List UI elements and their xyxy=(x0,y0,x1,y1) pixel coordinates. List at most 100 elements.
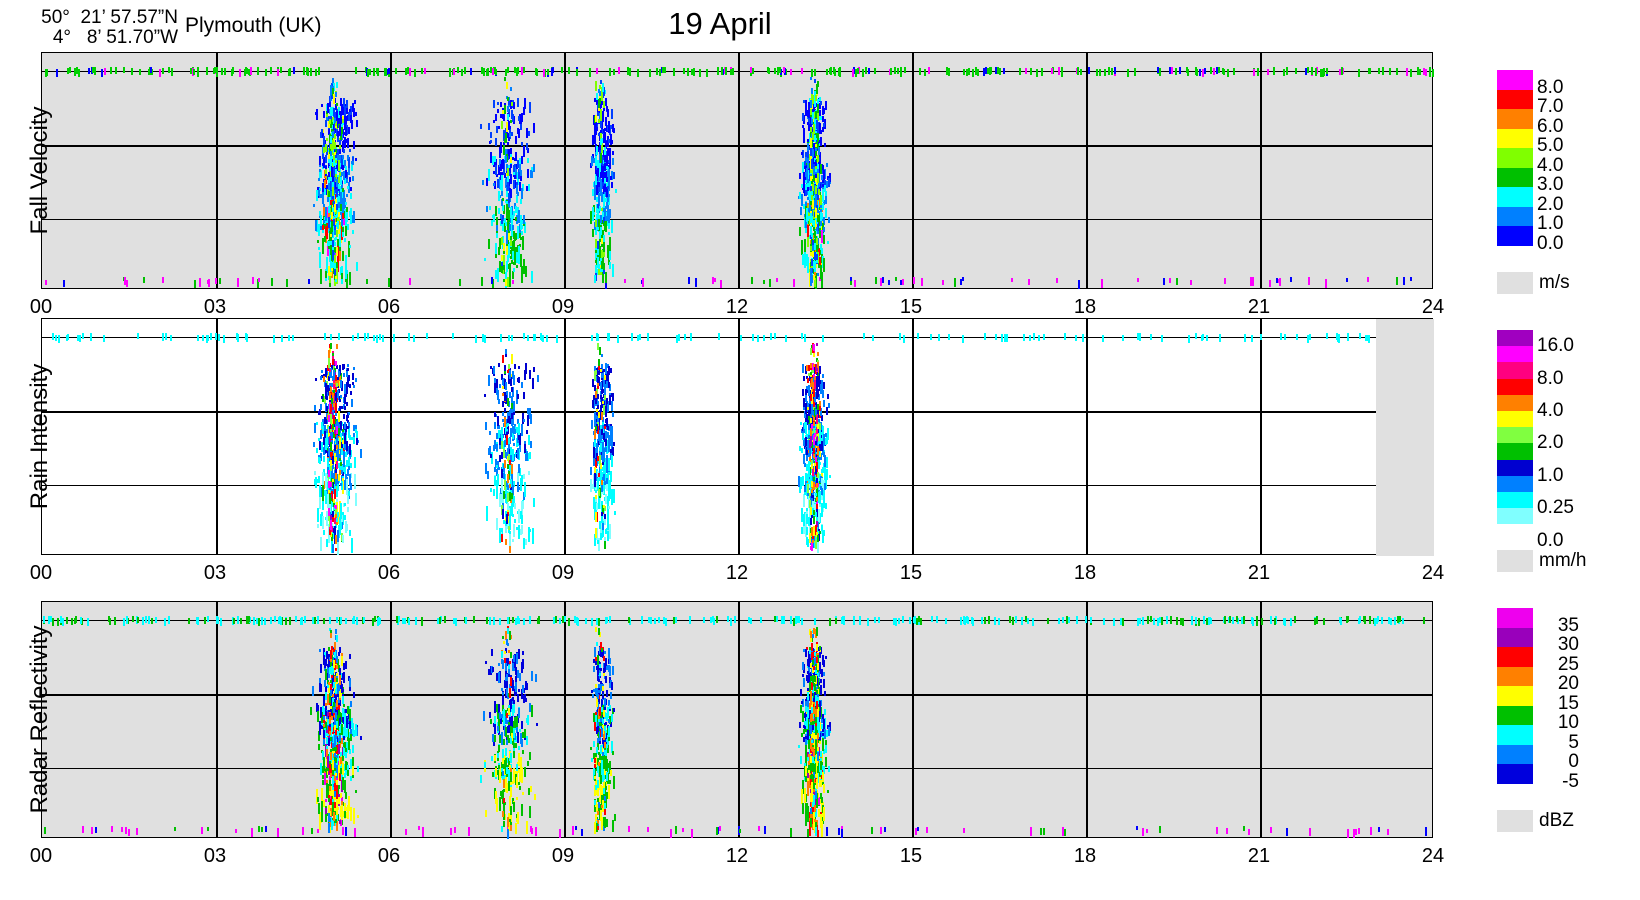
data-mark xyxy=(323,146,326,153)
data-mark xyxy=(806,254,809,260)
x-tick-label: 15 xyxy=(899,296,923,318)
data-mark xyxy=(1015,615,1018,623)
data-mark xyxy=(162,277,165,283)
data-mark xyxy=(500,213,503,219)
data-mark xyxy=(1340,66,1343,75)
data-mark xyxy=(818,430,821,439)
data-mark xyxy=(814,617,817,625)
data-mark xyxy=(813,380,816,390)
data-mark xyxy=(329,215,332,219)
data-mark xyxy=(812,274,815,280)
data-mark xyxy=(1068,616,1071,623)
data-mark xyxy=(505,121,508,132)
data-mark xyxy=(812,343,815,351)
data-mark xyxy=(1309,333,1312,340)
data-mark xyxy=(338,139,341,145)
data-mark xyxy=(344,210,347,222)
data-mark xyxy=(611,412,614,418)
station-name: Plymouth (UK) xyxy=(185,14,322,37)
data-mark xyxy=(313,616,316,624)
data-mark xyxy=(346,209,349,222)
data-mark xyxy=(823,483,826,490)
data-mark xyxy=(347,137,350,148)
data-mark xyxy=(504,223,507,233)
data-mark xyxy=(286,279,289,287)
data-mark xyxy=(1283,617,1286,625)
data-mark xyxy=(333,258,336,275)
data-mark xyxy=(321,153,324,159)
data-mark xyxy=(65,334,68,341)
data-mark xyxy=(493,170,496,174)
data-mark xyxy=(474,334,477,343)
data-mark xyxy=(244,66,247,74)
data-mark xyxy=(512,157,515,161)
data-mark xyxy=(257,826,260,832)
data-mark xyxy=(698,68,701,77)
data-mark xyxy=(816,273,819,277)
data-mark xyxy=(511,334,514,341)
data-mark xyxy=(345,139,348,144)
data-mark xyxy=(332,78,335,85)
data-mark xyxy=(802,127,805,137)
data-mark xyxy=(682,67,685,74)
data-mark xyxy=(424,67,427,74)
data-mark xyxy=(603,131,606,142)
data-mark xyxy=(767,66,770,73)
data-mark xyxy=(329,616,332,624)
data-mark xyxy=(802,172,805,182)
data-mark xyxy=(503,145,506,156)
data-mark xyxy=(606,148,609,157)
data-mark xyxy=(497,108,500,113)
data-mark xyxy=(1126,68,1129,77)
data-mark xyxy=(340,202,343,212)
data-mark xyxy=(487,67,490,76)
data-mark xyxy=(658,68,661,76)
data-mark xyxy=(520,236,523,240)
data-mark xyxy=(1218,66,1221,73)
data-mark xyxy=(90,66,93,74)
data-mark xyxy=(1077,66,1080,75)
data-mark xyxy=(515,136,518,145)
data-mark xyxy=(355,437,358,445)
data-mark xyxy=(610,448,613,453)
data-mark xyxy=(312,203,315,207)
data-mark xyxy=(501,219,504,225)
data-mark xyxy=(602,128,605,134)
data-mark xyxy=(808,404,811,415)
data-mark xyxy=(510,492,513,499)
data-mark xyxy=(331,262,334,269)
data-mark xyxy=(605,616,608,623)
data-mark xyxy=(342,128,345,138)
data-mark xyxy=(509,179,512,184)
data-mark xyxy=(817,403,820,410)
data-mark xyxy=(311,828,314,834)
data-mark xyxy=(500,102,502,107)
data-mark xyxy=(599,153,602,164)
data-mark xyxy=(329,519,332,530)
data-mark xyxy=(344,262,347,272)
data-mark xyxy=(333,218,336,226)
data-mark xyxy=(343,175,346,179)
data-mark xyxy=(819,115,822,120)
data-mark xyxy=(328,266,331,277)
data-mark xyxy=(347,507,350,513)
data-mark xyxy=(510,188,513,198)
data-mark xyxy=(252,616,255,625)
data-mark xyxy=(1027,617,1030,624)
data-mark xyxy=(595,617,598,625)
data-mark xyxy=(334,392,337,402)
data-mark xyxy=(816,154,819,162)
data-mark xyxy=(610,140,613,145)
data-mark xyxy=(802,478,805,486)
data-mark xyxy=(319,269,322,285)
data-mark xyxy=(328,227,331,232)
data-mark xyxy=(1119,617,1122,625)
data-mark xyxy=(498,208,501,215)
data-mark xyxy=(497,247,500,256)
data-mark xyxy=(513,254,516,266)
data-mark xyxy=(326,207,329,222)
vertical-gridline xyxy=(564,53,566,288)
data-mark xyxy=(820,136,823,146)
data-mark xyxy=(335,169,338,178)
data-mark xyxy=(801,152,804,156)
